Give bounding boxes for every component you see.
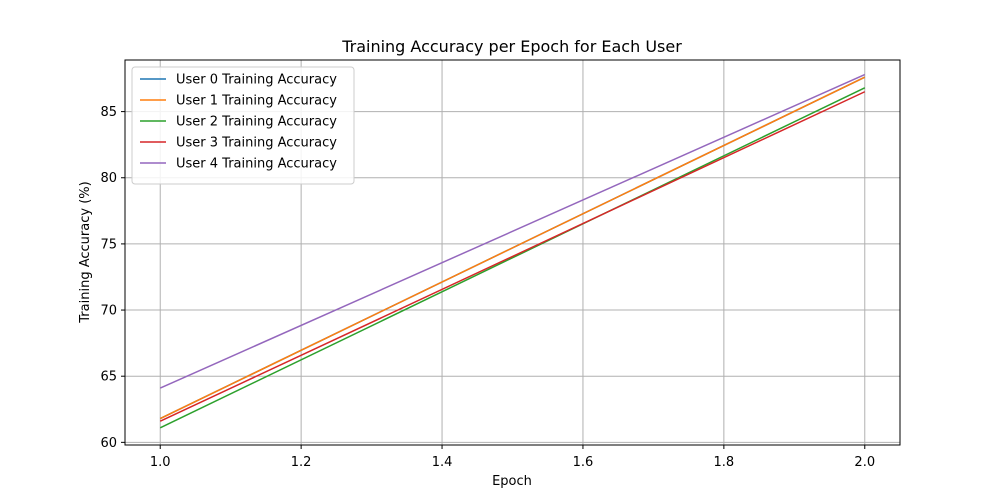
- y-tick-label: 80: [100, 171, 117, 186]
- plot-frame: [124, 59, 901, 446]
- series-lines: [159, 73, 866, 429]
- x-tick-label: 1.2: [291, 455, 312, 470]
- legend-label: User 4 Training Accuracy: [176, 157, 337, 172]
- y-tick-label: 65: [100, 370, 117, 385]
- x-axis: 1.0 1.2 1.4 1.6 1.8 2.0: [150, 445, 875, 470]
- y-axis-title: Training Accuracy (%): [78, 181, 93, 323]
- y-tick-label: 85: [100, 105, 117, 120]
- x-tick-label: 2.0: [854, 455, 875, 470]
- legend: User 0 Training Accuracy User 1 Training …: [131, 66, 355, 185]
- series-line-user-1: [159, 76, 866, 420]
- y-tick-label: 60: [100, 436, 117, 451]
- x-tick-label: 1.4: [432, 455, 453, 470]
- x-tick-label: 1.6: [573, 455, 594, 470]
- chart-title: Training Accuracy per Epoch for Each Use…: [341, 37, 682, 56]
- legend-box: [131, 66, 355, 185]
- grid: [125, 60, 900, 445]
- y-tick-label: 75: [100, 237, 117, 252]
- x-tick-label: 1.0: [150, 455, 171, 470]
- legend-label: User 1 Training Accuracy: [176, 94, 337, 109]
- legend-label: User 3 Training Accuracy: [176, 136, 337, 151]
- y-tick-label: 70: [100, 304, 117, 319]
- series-line-user-2: [159, 87, 866, 429]
- y-axis: 60 65 70 75 80 85: [100, 105, 125, 451]
- legend-label: User 2 Training Accuracy: [176, 115, 337, 130]
- legend-label: User 0 Training Accuracy: [176, 73, 337, 88]
- series-line-user-3: [159, 91, 866, 422]
- x-axis-title: Epoch: [492, 474, 532, 489]
- series-line-user-4: [159, 73, 866, 389]
- x-tick-label: 1.8: [714, 455, 735, 470]
